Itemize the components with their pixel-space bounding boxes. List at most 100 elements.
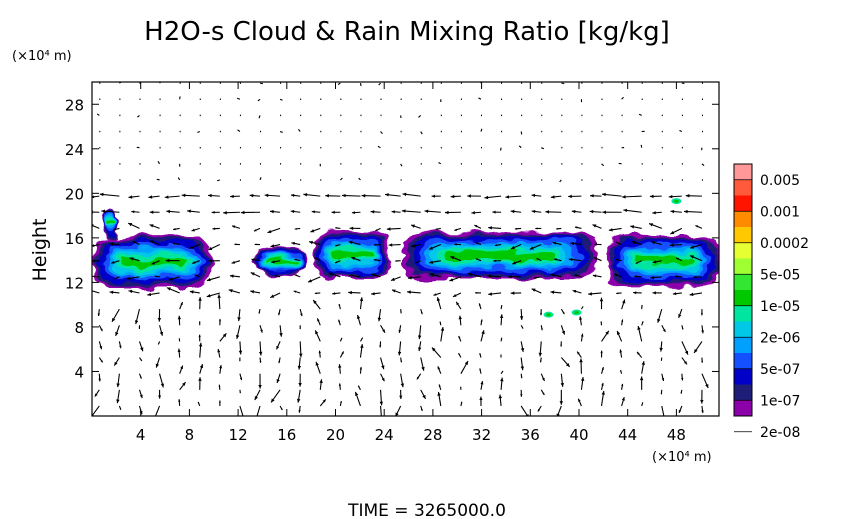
- wind-vector: [316, 318, 321, 326]
- legend-label: 5e-05: [760, 267, 800, 283]
- wind-vector: [531, 288, 542, 294]
- wind-vector: [438, 161, 442, 165]
- wind-vector: [670, 209, 682, 214]
- wind-vector: [531, 209, 542, 214]
- wind-vector: [602, 210, 622, 214]
- wind-vector: [452, 292, 462, 298]
- wind-vector: [269, 209, 281, 214]
- wind-vector: [574, 274, 582, 278]
- wind-vector: [191, 227, 200, 232]
- wind-vector: [157, 341, 161, 345]
- wind-vector: [681, 325, 684, 330]
- wind-vector: [433, 292, 441, 296]
- x-tick-label: 44: [618, 426, 637, 444]
- wind-vector: [659, 341, 663, 352]
- wind-vector: [137, 114, 140, 118]
- wind-vector: [299, 308, 303, 317]
- wind-vector: [298, 373, 302, 387]
- wind-vector: [674, 275, 682, 278]
- wind-vector: [375, 227, 381, 232]
- legend-label: 2e-06: [760, 330, 800, 346]
- wind-vector: [128, 195, 140, 199]
- cloud-patch: [266, 259, 295, 264]
- legend-swatch: [734, 353, 752, 370]
- wind-vector: [608, 227, 622, 232]
- wind-vector: [592, 274, 602, 278]
- wind-vector: [471, 211, 482, 215]
- wind-vector: [636, 351, 643, 358]
- wind-vector: [701, 405, 704, 414]
- wind-vector: [127, 222, 140, 229]
- wind-vector: [132, 240, 140, 246]
- wind-vector: [533, 276, 542, 279]
- y-tick-label: 16: [65, 230, 84, 248]
- wind-vector: [538, 341, 543, 357]
- wind-vector: [520, 373, 523, 379]
- wind-vector: [101, 209, 120, 213]
- wind-vector: [641, 361, 645, 374]
- wind-vector: [689, 292, 703, 297]
- wind-vector: [110, 260, 120, 264]
- wind-vector: [147, 292, 160, 297]
- wind-vector: [572, 289, 582, 294]
- wind-vector: [400, 115, 402, 119]
- wind-vector: [113, 227, 120, 231]
- wind-vector: [314, 292, 321, 295]
- cloud-patch: [105, 220, 116, 225]
- wind-vector: [361, 193, 381, 198]
- wind-vector: [400, 373, 405, 388]
- wind-vector: [94, 389, 100, 397]
- wind-vector: [618, 162, 622, 165]
- wind-vector: [630, 225, 642, 229]
- wind-vector: [92, 259, 100, 263]
- y-unit-label: (×10⁴ m): [12, 49, 72, 64]
- wind-vector: [488, 226, 502, 230]
- wind-vector: [638, 113, 642, 116]
- wind-vector: [401, 209, 421, 213]
- wind-vector: [98, 325, 103, 332]
- cloud-fleck-core: [673, 199, 679, 203]
- wind-vector: [480, 128, 483, 132]
- wind-vector: [149, 240, 160, 246]
- wind-vector: [99, 192, 120, 197]
- wind-vector: [641, 304, 643, 310]
- wind-vector: [177, 348, 181, 358]
- wind-vector: [592, 224, 602, 229]
- wind-vector: [478, 97, 482, 100]
- wind-vector: [499, 314, 504, 326]
- wind-vector: [621, 299, 626, 310]
- wind-vector: [454, 227, 462, 232]
- wind-vector: [380, 357, 385, 370]
- wind-vector: [672, 292, 682, 296]
- wind-vector: [126, 276, 140, 281]
- wind-vector: [148, 195, 160, 199]
- wind-vector: [189, 290, 200, 294]
- wind-vector: [668, 194, 682, 199]
- wind-vector: [529, 244, 542, 250]
- wind-vector: [399, 389, 403, 399]
- x-tick-label: 32: [472, 426, 491, 444]
- wind-vector: [335, 244, 341, 247]
- wind-vector: [92, 290, 100, 294]
- wind-vector: [550, 290, 562, 295]
- wind-vector: [648, 223, 662, 229]
- wind-vector: [218, 400, 221, 406]
- x-tick-label: 20: [326, 426, 345, 444]
- wind-vector: [259, 177, 262, 181]
- x-tick-label: 4: [136, 426, 146, 444]
- legend-label: 2e-08: [760, 425, 800, 441]
- wind-vector: [588, 292, 602, 296]
- wind-vector: [239, 357, 241, 362]
- wind-vector: [379, 389, 384, 406]
- wind-vector: [278, 357, 281, 364]
- wind-vector: [116, 373, 120, 388]
- wind-vector: [98, 341, 103, 350]
- wind-vector: [467, 272, 482, 278]
- wind-vector: [290, 193, 301, 198]
- wind-vector: [500, 370, 504, 375]
- wind-vector: [635, 260, 642, 264]
- wind-vector: [417, 325, 422, 340]
- wind-vector: [253, 227, 261, 232]
- wind-vector: [420, 405, 423, 412]
